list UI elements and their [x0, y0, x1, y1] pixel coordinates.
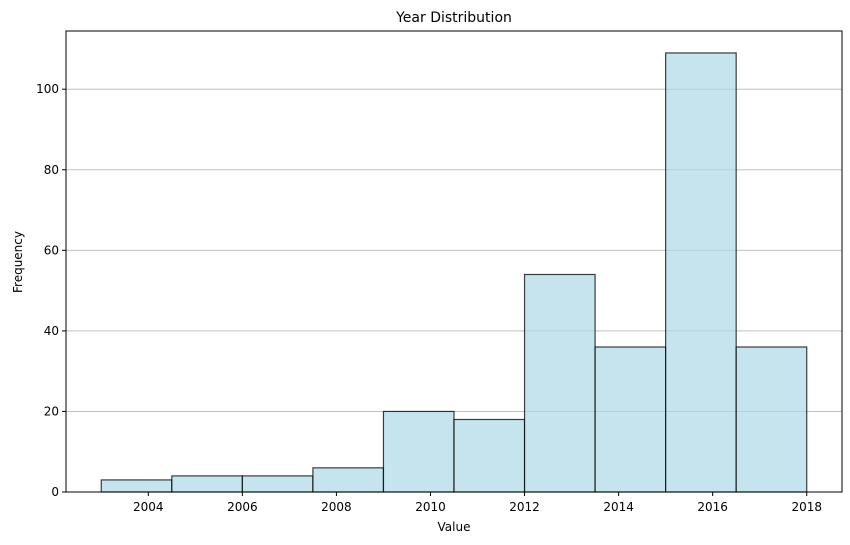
- x-tick-label: 2014: [603, 500, 634, 514]
- histogram-bar: [523, 273, 596, 493]
- x-tick-label: 2006: [227, 500, 258, 514]
- y-tick-label: 100: [36, 82, 59, 96]
- histogram-bar: [735, 346, 808, 493]
- y-tick-label: 40: [44, 324, 59, 338]
- histogram-bar: [594, 346, 667, 493]
- histogram-bar: [171, 475, 243, 493]
- histogram-bar: [312, 467, 385, 493]
- x-tick-label: 2008: [321, 500, 352, 514]
- y-axis-label: Frequency: [11, 231, 25, 293]
- histogram-bar: [665, 52, 737, 493]
- plot-frame: [65, 30, 843, 493]
- x-tick-label: 2016: [697, 500, 728, 514]
- histogram-bar: [241, 475, 314, 493]
- y-axis-ticks: 0 20 40 60 80 100: [36, 82, 66, 499]
- x-tick-label: 2018: [791, 500, 822, 514]
- x-axis-label: Value: [438, 520, 471, 534]
- x-tick-label: 2010: [415, 500, 446, 514]
- y-tick-label: 80: [44, 163, 59, 177]
- x-axis-ticks: 2004 2006 2008 2010 2012 2014 2016 2018: [133, 492, 822, 514]
- histogram-bar: [382, 410, 455, 493]
- y-tick-label: 0: [51, 485, 59, 499]
- y-tick-label: 20: [44, 404, 59, 418]
- y-tick-label: 60: [44, 243, 59, 257]
- x-tick-label: 2004: [133, 500, 164, 514]
- histogram-bar: [453, 418, 526, 493]
- bars: [100, 52, 808, 493]
- histogram-bar: [100, 479, 173, 493]
- x-tick-label: 2012: [509, 500, 540, 514]
- chart-title: Year Distribution: [395, 10, 512, 26]
